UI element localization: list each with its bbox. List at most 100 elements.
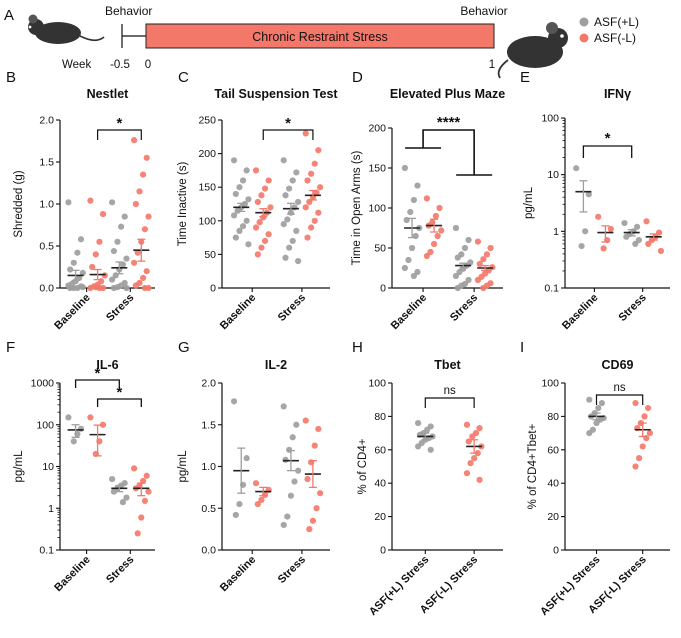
significance-bracket: [97, 129, 142, 140]
data-point: [593, 419, 600, 427]
data-point: [436, 204, 443, 212]
data-point: [480, 284, 487, 292]
data-point: [252, 224, 260, 231]
data-point: [302, 204, 309, 211]
y-axis-label: pg/mL: [523, 186, 535, 219]
data-point: [287, 492, 295, 499]
data-point: [586, 430, 593, 437]
data-point: [463, 470, 471, 477]
data-point: [119, 499, 126, 506]
data-point: [282, 456, 289, 463]
data-point: [286, 244, 293, 251]
x-tick-label: Stress: [276, 292, 308, 324]
data-point: [430, 240, 438, 248]
data-point: [427, 248, 434, 256]
significance-bracket: [405, 129, 493, 176]
y-tick-label: 100: [198, 215, 216, 227]
data-point: [131, 259, 138, 266]
data-point: [461, 244, 469, 252]
significance-label: ns: [614, 382, 626, 394]
data-point: [252, 480, 260, 487]
chart-title: Tail Suspension Test: [214, 87, 338, 101]
data-point: [295, 467, 302, 474]
data-point: [243, 455, 250, 462]
data-point: [474, 238, 482, 245]
y-axis-label: Time in Open Arms (s): [351, 151, 363, 266]
y-tick-label: 20: [547, 511, 559, 523]
y-tick-label: 2.0: [201, 378, 216, 390]
data-point: [438, 227, 445, 234]
y-tick-label: 80: [374, 411, 386, 423]
x-tick-label: Stress: [104, 554, 136, 586]
significance-label: ns: [444, 385, 456, 397]
y-axis-label: Shredded (g): [13, 170, 25, 237]
data-point: [232, 234, 239, 241]
legend-marker-plus: [579, 17, 589, 27]
data-point: [236, 500, 243, 508]
x-tick-label: Stress: [104, 292, 136, 324]
data-point: [311, 442, 318, 449]
data-point: [143, 268, 150, 275]
data-point: [234, 207, 241, 214]
week-tick-zero: 0: [145, 59, 151, 71]
data-point: [634, 223, 641, 230]
data-point: [311, 217, 318, 224]
y-tick-label: 20: [374, 511, 386, 523]
data-point: [245, 241, 252, 248]
data-point: [143, 472, 150, 479]
data-point: [123, 284, 130, 292]
behavior-label-right: Behavior: [460, 4, 507, 18]
data-point: [109, 199, 116, 206]
data-point: [101, 272, 108, 279]
panel-letter-e: E: [520, 69, 530, 86]
data-point: [483, 251, 491, 258]
data-point: [645, 240, 652, 248]
data-point: [414, 182, 421, 189]
y-tick-label: 1: [48, 503, 54, 515]
significance-bracket: [595, 394, 644, 405]
y-tick-label: 50: [374, 243, 386, 255]
data-point: [70, 259, 77, 266]
y-tick-label: 80: [547, 411, 559, 423]
data-point: [65, 199, 72, 206]
y-axis-label: Time Inactive (s): [177, 162, 189, 247]
data-point: [236, 227, 243, 234]
y-tick-label: 200: [368, 123, 386, 135]
data-point: [309, 517, 317, 524]
data-point: [132, 200, 139, 208]
data-point: [452, 224, 460, 232]
panel-letter-h: H: [352, 339, 363, 356]
data-point: [573, 165, 580, 172]
legend: ASF(+L) ASF(-L): [579, 15, 639, 45]
data-point: [243, 167, 250, 174]
data-point: [79, 284, 86, 291]
data-point: [646, 430, 654, 437]
data-point: [471, 455, 478, 462]
data-point: [582, 228, 589, 235]
panel-letter-c: C: [178, 69, 189, 86]
data-point: [586, 396, 593, 403]
data-point: [65, 414, 72, 421]
y-tick-label: 0: [380, 283, 386, 295]
data-point: [87, 284, 94, 292]
data-point: [258, 192, 265, 199]
data-point: [143, 154, 150, 161]
y-tick-label: 150: [368, 163, 386, 175]
behavior-label-left: Behavior: [105, 4, 152, 18]
data-point: [239, 223, 247, 230]
data-point: [110, 284, 117, 292]
data-point: [280, 221, 287, 228]
data-point: [245, 196, 252, 203]
y-tick-label: 100: [368, 203, 386, 215]
significance-bracket: [74, 379, 120, 388]
y-tick-label: 250: [198, 115, 216, 127]
data-point: [463, 421, 471, 428]
data-point: [452, 272, 460, 280]
data-point: [109, 276, 116, 283]
data-point: [232, 190, 239, 198]
data-point: [427, 446, 434, 453]
data-point: [315, 425, 322, 433]
y-tick-label: 10: [547, 169, 559, 181]
data-point: [96, 238, 103, 245]
